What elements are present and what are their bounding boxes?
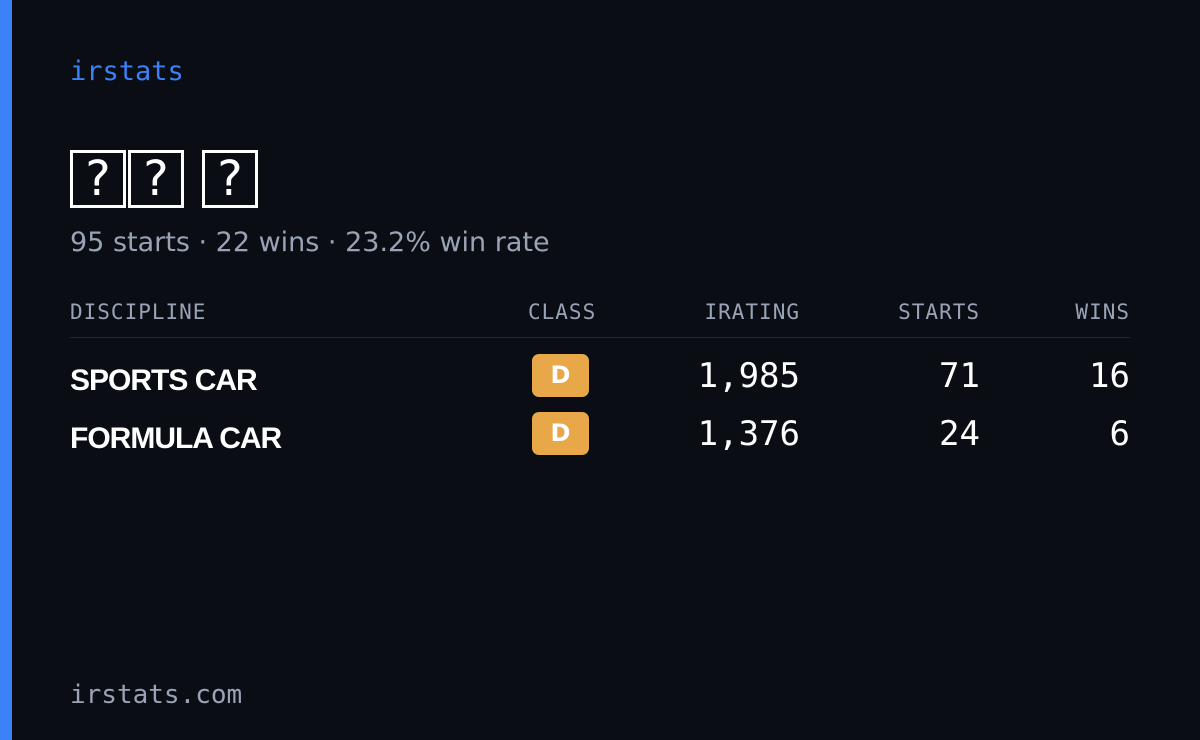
column-header: CLASS: [528, 300, 597, 324]
starts: 71: [939, 356, 980, 396]
discipline: SPORTS CAR: [70, 364, 258, 397]
brand: irstats: [70, 56, 184, 87]
discipline: FORMULA CAR: [70, 422, 282, 455]
wins: 16: [1089, 356, 1130, 396]
wins: 6: [1109, 414, 1130, 454]
profile-name: ?? ?: [70, 150, 258, 212]
footer: irstats.com: [70, 680, 243, 710]
column-header: WINS: [1075, 300, 1130, 324]
irating: 1,985: [697, 356, 800, 396]
starts: 24: [939, 414, 980, 454]
column-header: IRATING: [704, 300, 800, 324]
irating: 1,376: [697, 414, 800, 454]
profile-summary: 95 starts · 22 wins · 23.2% win rate: [70, 227, 550, 258]
class-badge: D: [532, 412, 589, 455]
class-badge: D: [532, 354, 589, 397]
accent-bar: [0, 0, 12, 740]
header-rule: [70, 337, 1130, 338]
column-header: STARTS: [898, 300, 980, 324]
column-header: DISCIPLINE: [70, 300, 207, 324]
